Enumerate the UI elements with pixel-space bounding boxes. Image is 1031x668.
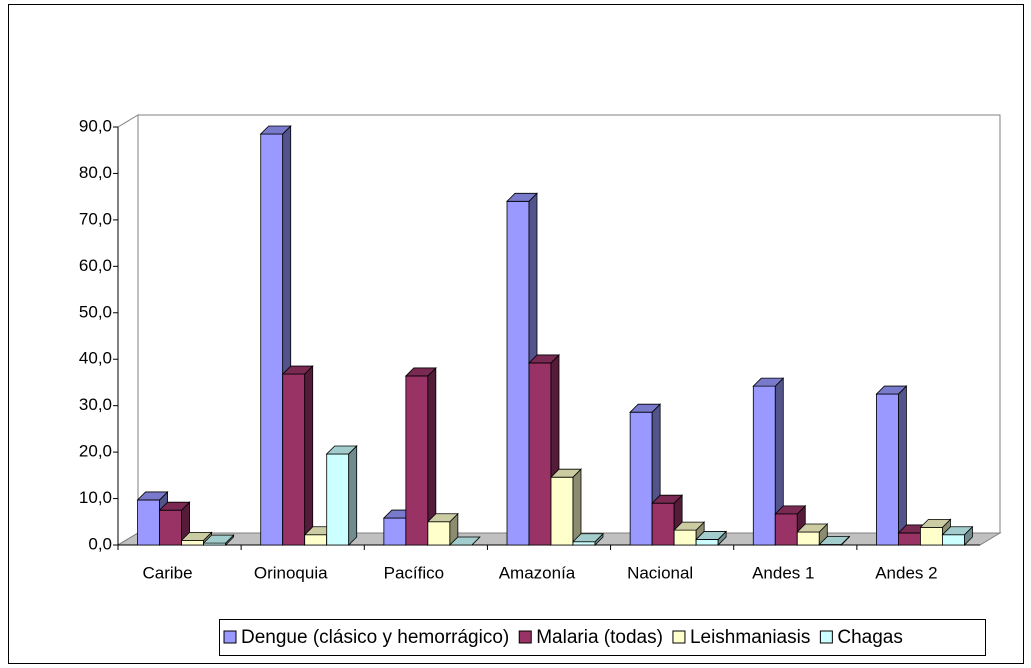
- bar-face: [348, 445, 358, 546]
- y-tick-label: 60,0: [79, 256, 112, 275]
- bar-face: [550, 476, 574, 546]
- bar-face: [426, 513, 459, 523]
- y-tick-label: 40,0: [79, 349, 112, 368]
- legend-swatch: [518, 630, 532, 644]
- x-tick-label: Orinoquia: [254, 563, 328, 582]
- legend-label: Dengue (clásico y hemorrágico): [241, 627, 509, 648]
- bar-face: [325, 445, 358, 455]
- x-tick-label: Nacional: [627, 563, 693, 582]
- bar-face: [695, 531, 728, 540]
- bar-face: [898, 385, 907, 546]
- legend-box: [219, 619, 986, 656]
- y-tick-label: 10,0: [79, 488, 112, 507]
- bar-face: [383, 517, 407, 546]
- legend-label: Leishmaniasis: [690, 627, 810, 648]
- bar-face: [404, 367, 437, 377]
- bar: [426, 512, 459, 546]
- legend-swatch: [819, 630, 833, 644]
- bar-face: [572, 533, 604, 543]
- x-tick-label: Pacífico: [384, 563, 444, 582]
- bar: [325, 445, 358, 546]
- bar-face: [774, 505, 807, 515]
- bar-face: [941, 526, 974, 536]
- bar: [572, 532, 604, 546]
- bar-face: [629, 403, 662, 413]
- bar-face: [651, 494, 684, 504]
- bar-face: [695, 539, 719, 546]
- x-tick-label: Caribe: [143, 563, 193, 582]
- bar-face: [528, 354, 560, 364]
- bar-face: [202, 534, 235, 544]
- bar: [875, 385, 908, 546]
- bar-face: [919, 518, 952, 528]
- bar-face: [427, 521, 451, 546]
- bar-face: [942, 534, 965, 546]
- bar: [818, 535, 851, 546]
- bar-face: [629, 411, 653, 546]
- bar-face: [673, 529, 697, 546]
- bar: [448, 536, 481, 546]
- bar-face: [326, 453, 350, 546]
- bar: [550, 468, 582, 546]
- bar-face: [181, 539, 204, 546]
- bar-face: [752, 377, 785, 387]
- bar-face: [506, 192, 538, 202]
- bar-face: [572, 541, 596, 546]
- bar-face: [876, 393, 899, 546]
- bar-face: [875, 385, 908, 395]
- bar-face: [506, 200, 530, 546]
- bar-face: [774, 513, 798, 546]
- y-tick-label: 50,0: [79, 302, 112, 321]
- bar-face: [260, 133, 284, 546]
- bar-face: [651, 502, 675, 546]
- bar: [941, 525, 974, 546]
- bar-face: [158, 501, 191, 511]
- legend-swatch: [223, 630, 237, 644]
- bar-face: [752, 385, 776, 546]
- bar: [281, 365, 314, 546]
- y-tick-label: 0,0: [88, 534, 112, 553]
- y-tick-label: 90,0: [79, 116, 112, 135]
- x-tick-label: Andes 2: [875, 563, 937, 582]
- bar-face: [572, 468, 582, 546]
- bar-face: [550, 468, 582, 478]
- bar-face: [898, 532, 921, 546]
- side-wall: [117, 114, 139, 546]
- bar-face: [282, 373, 306, 546]
- bar-face: [528, 362, 552, 546]
- bar-face: [405, 375, 429, 546]
- bar-face: [796, 523, 829, 533]
- bar-face: [818, 536, 851, 545]
- y-tick-label: 30,0: [79, 395, 112, 414]
- bar: [404, 366, 437, 546]
- bar-face: [304, 534, 328, 546]
- bar-face: [259, 125, 292, 135]
- bar-face: [281, 365, 314, 375]
- x-tick-label: Amazonía: [499, 563, 576, 582]
- bar-face: [136, 491, 169, 501]
- legend-swatch: [672, 630, 686, 644]
- bar-face: [137, 499, 160, 546]
- y-tick-label: 20,0: [79, 442, 112, 461]
- legend-label: Chagas: [837, 627, 903, 648]
- bar: [695, 530, 728, 546]
- bar-face: [180, 531, 213, 541]
- bar-face: [796, 531, 820, 546]
- bar: [752, 377, 785, 546]
- x-tick-label: Andes 1: [752, 563, 814, 582]
- bar-face: [159, 509, 182, 546]
- bar-face: [448, 536, 481, 546]
- bar-face: [920, 526, 943, 546]
- bar-face: [304, 365, 314, 546]
- bar-face: [673, 521, 706, 531]
- bar: [202, 534, 235, 546]
- y-tick-label: 70,0: [79, 209, 112, 228]
- y-tick-label: 80,0: [79, 163, 112, 182]
- legend-label: Malaria (todas): [536, 627, 663, 648]
